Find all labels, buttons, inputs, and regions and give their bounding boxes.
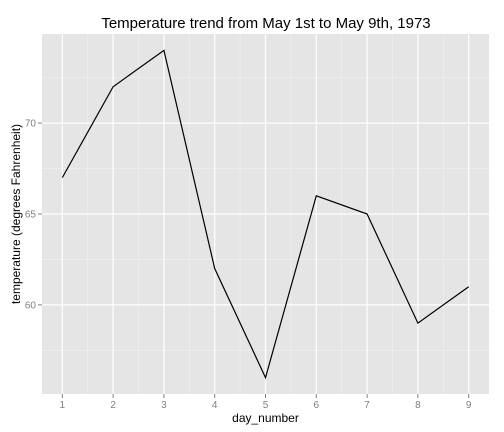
x-tick-label: 3 bbox=[161, 400, 167, 411]
x-tick-label: 2 bbox=[110, 400, 116, 411]
chart-title: Temperature trend from May 1st to May 9t… bbox=[101, 15, 430, 32]
y-axis-ticks: 60 65 70 bbox=[25, 119, 42, 311]
y-tick-label: 70 bbox=[25, 119, 37, 130]
x-tick-label: 8 bbox=[415, 400, 421, 411]
y-axis-title: temperature (degrees Fahrenheit) bbox=[9, 124, 23, 304]
x-tick-label: 1 bbox=[60, 400, 66, 411]
y-tick-label: 60 bbox=[25, 300, 37, 311]
major-gridlines bbox=[42, 34, 489, 394]
x-axis-title: day_number bbox=[232, 411, 299, 425]
y-tick-label: 65 bbox=[25, 210, 37, 221]
temperature-series-line bbox=[61, 49, 470, 380]
x-tick-label: 7 bbox=[364, 400, 370, 411]
x-tick-label: 6 bbox=[314, 400, 320, 411]
x-tick-label: 4 bbox=[212, 400, 218, 411]
x-tick-label: 9 bbox=[466, 400, 472, 411]
x-tick-label: 5 bbox=[263, 400, 269, 411]
x-axis-ticks: 1 2 3 4 5 6 7 8 9 bbox=[60, 394, 472, 411]
